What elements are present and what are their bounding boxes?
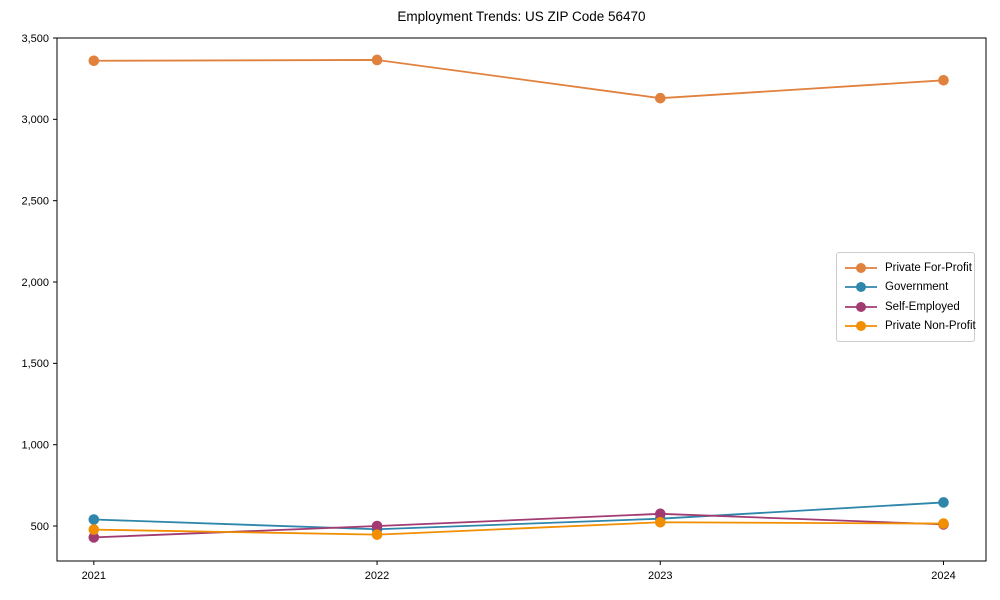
series-marker xyxy=(88,524,100,535)
y-tick-label: 1,000 xyxy=(21,439,49,451)
chart-title: Employment Trends: US ZIP Code 56470 xyxy=(397,9,646,24)
legend-line-marker-icon xyxy=(845,262,877,273)
chart-legend: Private For-Profit Government Self-Employe… xyxy=(836,252,976,342)
series-marker xyxy=(654,508,666,520)
x-tick-label: 2022 xyxy=(365,570,389,582)
x-tick-label: 2024 xyxy=(931,570,955,582)
legend-label: Private Non-Profit xyxy=(885,320,976,333)
series-line xyxy=(93,59,944,100)
legend-line-marker-icon xyxy=(845,321,877,332)
legend-item: Self-Employed xyxy=(844,297,966,317)
x-tick-label: 2021 xyxy=(82,570,106,582)
legend-label: Government xyxy=(885,281,949,294)
series-line xyxy=(93,521,944,536)
y-tick-label: 2,500 xyxy=(21,195,49,207)
axes-box xyxy=(56,37,987,562)
legend-label: Self-Employed xyxy=(885,300,960,313)
series-line xyxy=(93,512,944,539)
legend-line-marker-icon xyxy=(845,282,877,293)
series-marker xyxy=(938,497,949,508)
y-tick-label: 500 xyxy=(31,521,49,533)
series-marker xyxy=(654,92,666,104)
legend-item: Private Non-Profit xyxy=(844,317,976,337)
x-tick-label: 2023 xyxy=(648,570,672,582)
y-tick-label: 3,000 xyxy=(21,114,49,126)
series-marker xyxy=(88,532,100,543)
legend-item: Private For-Profit xyxy=(844,258,972,278)
series-marker xyxy=(938,518,949,529)
legend-line-marker-icon xyxy=(845,301,877,312)
series-marker xyxy=(88,514,100,525)
y-tick-label: 2,000 xyxy=(21,277,49,289)
y-tick-label: 1,500 xyxy=(21,358,49,370)
legend-label: Private For-Profit xyxy=(885,261,972,274)
series-marker xyxy=(371,520,383,532)
series-line xyxy=(93,501,944,531)
legend-item: Government xyxy=(844,278,966,298)
series-marker xyxy=(938,74,949,86)
series-marker xyxy=(88,55,100,67)
series-marker xyxy=(654,516,666,528)
y-tick-label: 3,500 xyxy=(21,33,49,45)
series-marker xyxy=(371,529,383,540)
series-marker xyxy=(371,54,383,66)
